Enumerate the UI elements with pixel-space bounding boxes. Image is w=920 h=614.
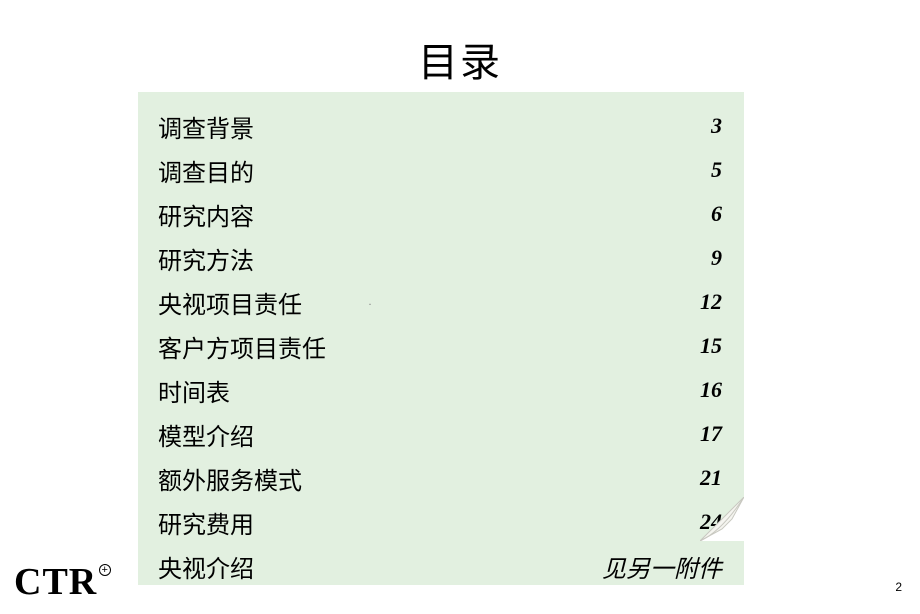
toc-row: 调查目的 5 [158, 148, 724, 192]
slide: 目录 调查背景 3 调查目的 5 研究内容 6 研究方法 9 央视项目责任 12 客户方项目责任 15… [0, 0, 920, 614]
toc-page: 见另一附件 [602, 549, 724, 584]
toc-label: 额外服务模式 [158, 461, 302, 496]
toc-label: 研究方法 [158, 241, 254, 276]
toc-row: 央视介绍 见另一附件 [158, 544, 724, 588]
toc-label: 央视介绍 [158, 549, 254, 584]
toc-page: 15 [700, 333, 724, 359]
toc-label: 客户方项目责任 [158, 329, 326, 364]
logo: CTR + [14, 560, 111, 604]
toc-row: 模型介绍 17 [158, 412, 724, 456]
toc-label: 研究内容 [158, 197, 254, 232]
toc-row: 研究费用 24 [158, 500, 724, 544]
toc-page: 5 [711, 157, 724, 183]
logo-text: CTR [14, 560, 97, 604]
toc-page: 6 [711, 201, 724, 227]
page-title: 目录 [0, 0, 920, 88]
toc-row: 研究内容 6 [158, 192, 724, 236]
toc-row: 研究方法 9 [158, 236, 724, 280]
toc-page: 3 [711, 113, 724, 139]
toc-row: 客户方项目责任 15 [158, 324, 724, 368]
logo-symbol-icon: + [99, 564, 111, 576]
toc-page: 9 [711, 245, 724, 271]
toc-row: 调查背景 3 [158, 104, 724, 148]
toc-page: 17 [700, 421, 724, 447]
toc-list: 调查背景 3 调查目的 5 研究内容 6 研究方法 9 央视项目责任 12 客户方项目责任 15 时间表… [138, 92, 744, 588]
toc-page: 16 [700, 377, 724, 403]
toc-label: 时间表 [158, 373, 230, 408]
toc-row: 时间表 16 [158, 368, 724, 412]
center-marker: · [368, 297, 372, 312]
page-number: 2 [895, 580, 902, 594]
toc-container: 调查背景 3 调查目的 5 研究内容 6 研究方法 9 央视项目责任 12 客户方项目责任 15 时间表… [138, 92, 744, 585]
toc-page: 24 [700, 509, 724, 535]
toc-label: 央视项目责任 [158, 285, 302, 320]
toc-page: 21 [700, 465, 724, 491]
toc-label: 研究费用 [158, 505, 254, 540]
toc-label: 调查背景 [158, 109, 254, 144]
toc-row: 央视项目责任 12 [158, 280, 724, 324]
toc-row: 额外服务模式 21 [158, 456, 724, 500]
toc-page: 12 [700, 289, 724, 315]
toc-label: 调查目的 [158, 153, 254, 188]
toc-label: 模型介绍 [158, 417, 254, 452]
